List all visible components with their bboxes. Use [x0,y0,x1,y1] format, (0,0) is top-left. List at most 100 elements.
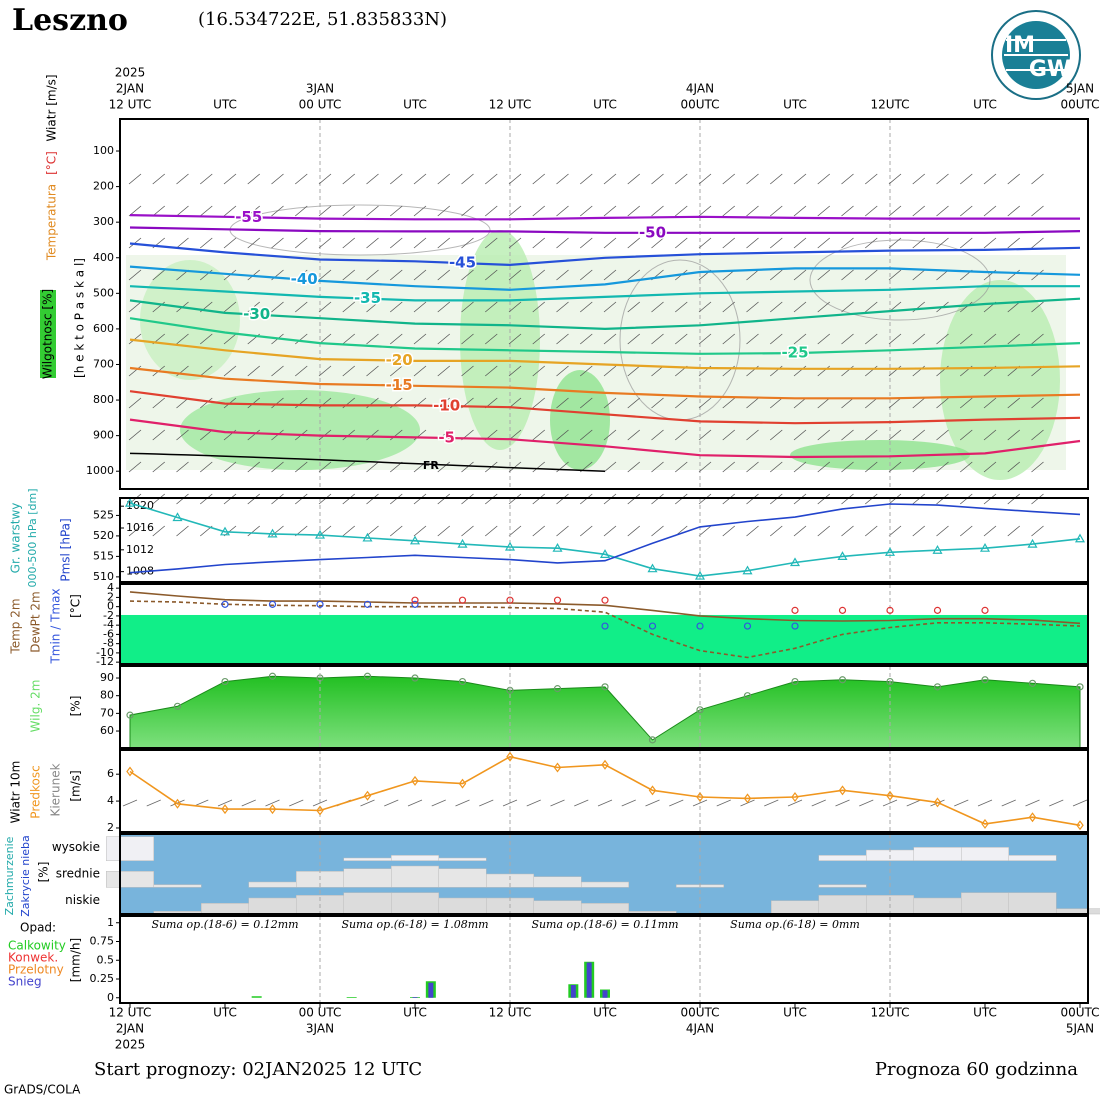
marker [409,535,421,545]
axis-label: DewPt 2m [29,591,43,653]
wind-barb [532,237,546,249]
marker [1076,683,1084,691]
wind-barb [366,525,379,537]
wind-barb [888,461,902,473]
wind-barb [793,365,807,377]
wind-barb [841,173,854,185]
wind-barb [627,525,641,537]
annotation: Suma op.(18-6) = 0.12mm [151,918,298,931]
cloud-bar [961,847,1009,861]
marker [648,736,657,744]
wind-barb [556,205,569,217]
wind-barb [674,461,688,473]
wind-barb [223,333,237,345]
wind-barb [223,461,237,473]
wind-barb [1007,333,1021,345]
wind-barb [698,525,712,537]
wind-barb [882,799,898,807]
wind-barb [787,799,803,807]
wind-barb [271,173,284,185]
wind-barb [532,205,546,217]
contour-label: -30 [243,305,270,323]
wind-barb [1007,173,1021,185]
wind-barb [128,269,142,281]
contour-label: -20 [386,351,413,369]
logo: IM GW [991,10,1081,100]
wind-barb [983,461,997,473]
wind-barb [437,269,451,281]
wind-barb [389,205,403,217]
wind-barb [817,173,831,185]
cloud-bar [438,868,487,888]
wind-barb [176,173,189,185]
cloud-bar [438,897,487,915]
wind-barb [128,525,142,537]
wind-barb [366,461,379,473]
y-tick-label: 0 [107,600,114,613]
wind-barb [366,429,379,441]
panel-frame [119,497,1089,583]
wind-barb [532,301,546,313]
isotherm [129,226,1081,234]
wind-barb [669,799,684,807]
y-tick-label: 70 [100,706,114,719]
precip-bar [251,996,262,998]
wind-barb [241,799,256,807]
wind-barb [769,205,783,217]
wind-barb [864,429,878,441]
marker [172,512,183,522]
wind-barb [122,799,138,807]
wind-barb [959,301,973,313]
wind-barb [627,173,641,185]
footer-credit: GrADS/COLA [4,1083,81,1097]
wind-barb [936,397,949,409]
y-tick-label: 1012 [126,543,154,556]
wind-barb [983,397,997,409]
cloud-bar [581,903,629,915]
axis-label: 000-500 hPa [dm] [26,488,39,587]
panel-frame [119,915,1089,1004]
wind-barb [746,397,759,409]
wind-barb [698,205,712,217]
wind-barb [342,333,356,345]
wind-barb [413,237,427,249]
wind-barb [152,173,166,185]
wind-barb [603,269,617,281]
wind-barb [1007,205,1021,217]
y-tick-label: 700 [93,357,114,370]
wind-barb [746,173,759,185]
axis-label: [°C] [69,594,83,618]
y-tick-label: 80 [100,689,114,702]
marker [789,557,801,567]
year-label: 2025 [115,66,146,80]
wind-barb [817,365,831,377]
wind-barb [1007,269,1021,281]
wind-barb [746,269,759,281]
date-label: 3JAN [306,1022,334,1036]
wind-barb [413,173,427,185]
wind-barb [247,205,261,217]
precip-bar [346,997,357,998]
wind-barb [722,237,736,249]
wind-barb [271,237,284,249]
wind-barb [888,173,902,185]
wind-barb [413,301,427,313]
precip-bar [412,997,418,998]
wind-barb [627,269,641,281]
wind-barb [389,365,403,377]
wind-barb [461,333,474,345]
wind-barb [318,525,332,537]
y-tick-label: 0.75 [90,935,115,948]
wind-barb [508,333,522,345]
wind-barb [793,269,807,281]
marker [932,545,943,554]
wind-barb [841,301,854,313]
marker [981,818,989,829]
panel-frame [119,749,1089,833]
x-tick-label: UTC [593,1006,617,1020]
marker [411,775,419,786]
cloud-bar [913,847,962,861]
x-tick-label: UTC [973,1006,997,1020]
axis-label: Wiatr [m/s] [45,74,59,141]
wind-barb [746,301,759,313]
